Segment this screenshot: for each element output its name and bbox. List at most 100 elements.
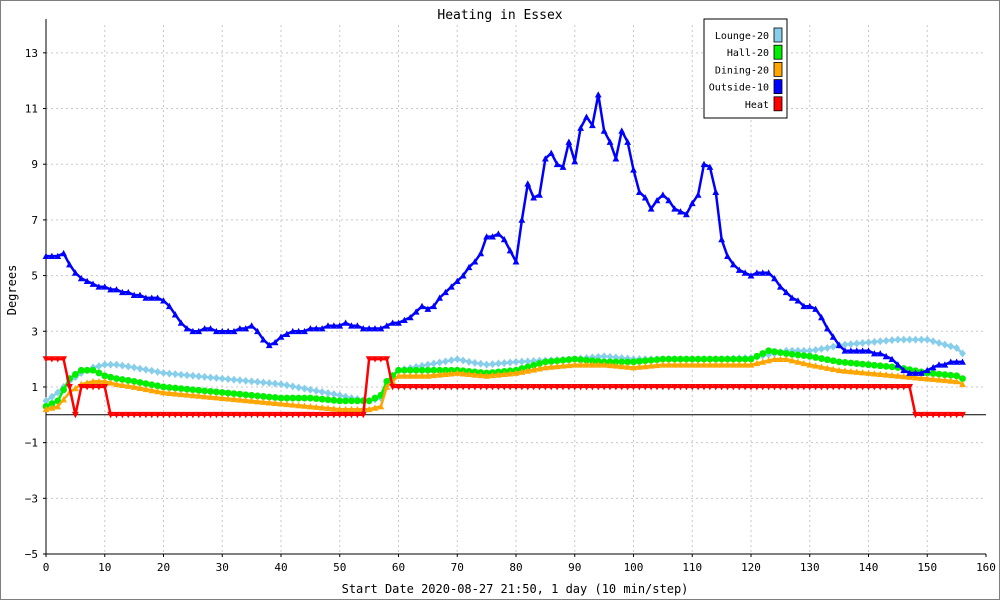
data-point	[383, 356, 391, 363]
data-point	[42, 405, 50, 413]
y-tick-label: 3	[31, 325, 38, 338]
data-point	[83, 384, 91, 391]
data-point	[154, 294, 162, 301]
legend-swatch	[773, 44, 783, 60]
data-point	[771, 274, 778, 282]
data-point	[248, 397, 256, 404]
data-point	[712, 361, 720, 368]
data-point	[835, 358, 843, 366]
data-point	[588, 361, 596, 368]
data-point	[183, 371, 191, 380]
x-tick-label: 80	[509, 561, 522, 574]
data-point	[389, 384, 397, 391]
data-point	[588, 357, 596, 365]
data-point	[489, 360, 496, 369]
data-point	[436, 371, 444, 378]
data-point	[835, 384, 843, 391]
data-point	[518, 357, 526, 366]
data-point	[500, 235, 508, 243]
data-point	[371, 325, 379, 332]
data-point	[389, 319, 397, 326]
data-point	[48, 356, 56, 363]
data-point	[436, 358, 444, 367]
data-point	[142, 411, 150, 419]
data-point	[489, 371, 496, 379]
data-point	[917, 369, 925, 376]
data-point	[95, 377, 103, 385]
data-point	[430, 359, 438, 368]
data-point	[259, 398, 267, 405]
data-point	[594, 91, 602, 98]
data-point	[724, 252, 731, 259]
data-point	[171, 390, 179, 397]
data-point	[118, 381, 126, 388]
data-point	[406, 372, 414, 379]
legend-swatch	[773, 96, 783, 112]
data-point	[771, 348, 778, 356]
data-point	[353, 411, 361, 419]
data-point	[107, 286, 115, 293]
data-point	[130, 377, 138, 385]
data-point	[201, 387, 209, 395]
data-point	[312, 403, 320, 410]
data-point	[77, 366, 85, 374]
data-point	[336, 405, 344, 413]
data-point	[876, 384, 884, 391]
data-point	[471, 258, 479, 265]
data-point	[923, 335, 931, 344]
data-point	[248, 322, 256, 329]
data-point	[512, 384, 520, 391]
data-point	[259, 378, 267, 387]
data-point	[747, 272, 755, 279]
data-point	[894, 335, 902, 344]
data-point	[142, 365, 150, 374]
data-point	[853, 368, 861, 375]
data-point	[471, 384, 479, 391]
data-point	[788, 350, 796, 358]
data-point	[195, 411, 203, 419]
chart-title: Heating in Essex	[437, 8, 562, 23]
x-tick-label: 90	[568, 561, 581, 574]
data-point	[453, 277, 461, 285]
data-point	[342, 397, 350, 405]
data-point	[571, 361, 579, 368]
data-point	[630, 384, 637, 391]
data-point	[853, 347, 861, 354]
data-point	[177, 411, 185, 419]
data-point	[230, 390, 238, 398]
data-point	[735, 266, 743, 273]
data-point	[359, 411, 367, 419]
data-point	[647, 356, 655, 364]
data-point	[588, 384, 596, 391]
data-point	[212, 374, 220, 383]
data-point	[201, 325, 209, 332]
data-point	[806, 384, 814, 391]
data-point	[818, 313, 825, 321]
data-point	[301, 327, 308, 335]
data-point	[406, 366, 414, 374]
data-point	[483, 360, 491, 369]
data-point	[353, 397, 361, 405]
data-point	[395, 372, 402, 379]
data-point	[553, 384, 561, 391]
data-point	[959, 380, 966, 388]
data-point	[735, 384, 743, 391]
data-point	[183, 411, 191, 419]
y-tick-label: −5	[25, 548, 38, 561]
data-point	[412, 366, 420, 374]
data-point	[882, 352, 890, 360]
data-point	[577, 361, 585, 368]
data-point	[806, 302, 814, 310]
data-point	[659, 191, 667, 198]
data-point	[953, 372, 961, 380]
data-point	[124, 411, 132, 419]
data-point	[759, 358, 767, 365]
data-point	[741, 384, 749, 391]
legend-swatch	[773, 27, 783, 43]
y-tick-label: 5	[31, 270, 38, 283]
data-point	[794, 351, 802, 359]
data-point	[547, 149, 555, 156]
data-point	[371, 356, 379, 363]
data-point	[353, 322, 361, 329]
data-point	[606, 384, 614, 391]
